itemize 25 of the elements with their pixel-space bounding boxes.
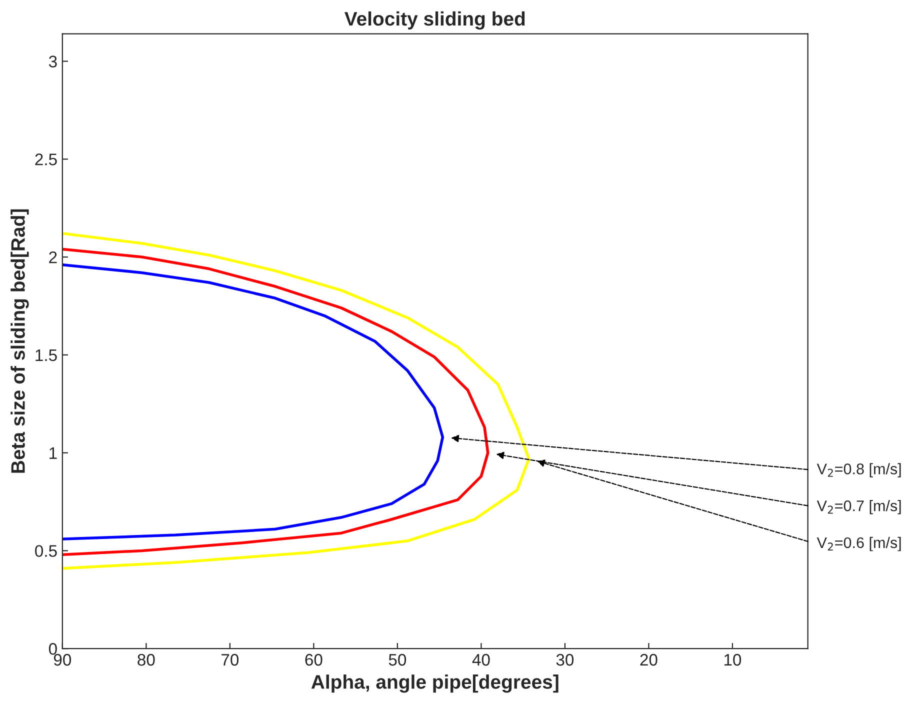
text: V$_{2}$=0.8 [m/s] xyxy=(816,463,901,478)
y-axis-title: Beta size of sliding bed[Rad] xyxy=(10,209,29,473)
x-tick-label: 90 xyxy=(54,654,72,666)
y-tick-label: 0 xyxy=(48,643,57,655)
x-tick-label: 80 xyxy=(138,654,155,666)
x-tick-label: 60 xyxy=(305,654,322,666)
line-series xyxy=(62,263,444,540)
x-tick-label: 30 xyxy=(556,654,574,666)
y-tick-label: 3 xyxy=(48,56,57,68)
line-series xyxy=(62,232,530,570)
x-tick-label: 20 xyxy=(640,654,658,666)
x-tick-label: 40 xyxy=(472,654,490,666)
y-tick-label: 1 xyxy=(50,447,57,459)
chart-title: Velocity sliding bed xyxy=(344,11,525,30)
x-tick-label: 10 xyxy=(724,654,742,666)
y-tick-label: 2.5 xyxy=(35,154,57,166)
x-tick-label: 70 xyxy=(222,654,239,666)
text: V$_{2}$=0.6 [m/s] xyxy=(816,536,901,552)
line-series xyxy=(62,248,490,556)
y-tick-label: 0.5 xyxy=(35,545,57,557)
x-tick-label: 50 xyxy=(388,654,406,666)
text: V$_{2}$=0.7 [m/s] xyxy=(816,500,901,514)
y-tick-label: 1.5 xyxy=(36,350,57,362)
y-tick-label: 2 xyxy=(49,251,57,264)
x-axis-title: Alpha, angle pipe[degrees] xyxy=(311,674,558,693)
